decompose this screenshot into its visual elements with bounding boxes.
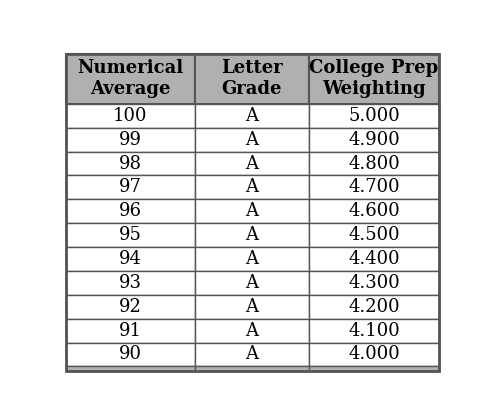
Bar <box>66 342 195 366</box>
Bar <box>66 176 195 199</box>
Text: 4.100: 4.100 <box>348 322 400 339</box>
Bar <box>195 104 309 128</box>
Text: A: A <box>245 131 258 149</box>
Text: A: A <box>245 226 258 244</box>
Text: 4.700: 4.700 <box>348 178 400 196</box>
Text: 98: 98 <box>119 154 142 173</box>
Bar <box>309 295 439 319</box>
Text: 4.000: 4.000 <box>348 345 400 364</box>
Bar <box>66 295 195 319</box>
Text: 4.500: 4.500 <box>348 226 400 244</box>
Text: A: A <box>245 107 258 125</box>
Bar <box>195 366 309 371</box>
Bar <box>309 199 439 223</box>
Text: A: A <box>245 345 258 364</box>
Text: 4.800: 4.800 <box>348 154 400 173</box>
Bar <box>309 319 439 342</box>
Text: 5.000: 5.000 <box>348 107 400 125</box>
Bar <box>66 54 195 104</box>
Text: College Prep
Weighting: College Prep Weighting <box>309 59 439 98</box>
Bar <box>309 54 439 104</box>
Bar <box>66 247 195 271</box>
Text: 95: 95 <box>119 226 142 244</box>
Bar <box>66 223 195 247</box>
Text: A: A <box>245 154 258 173</box>
Bar <box>195 151 309 176</box>
Bar <box>195 319 309 342</box>
Text: 93: 93 <box>119 274 142 292</box>
Bar <box>309 247 439 271</box>
Bar <box>66 151 195 176</box>
Text: 4.400: 4.400 <box>348 250 400 268</box>
Text: 4.300: 4.300 <box>348 274 400 292</box>
Text: 99: 99 <box>119 131 142 149</box>
Text: 91: 91 <box>119 322 142 339</box>
Bar <box>66 271 195 295</box>
Text: A: A <box>245 250 258 268</box>
Text: Letter
Grade: Letter Grade <box>221 59 282 98</box>
Bar <box>195 199 309 223</box>
Text: A: A <box>245 322 258 339</box>
Text: A: A <box>245 298 258 316</box>
Bar <box>66 199 195 223</box>
Bar <box>66 319 195 342</box>
Bar <box>195 128 309 151</box>
Bar <box>309 176 439 199</box>
Bar <box>195 223 309 247</box>
Text: 100: 100 <box>113 107 147 125</box>
Text: 4.200: 4.200 <box>348 298 400 316</box>
Text: 94: 94 <box>119 250 142 268</box>
Bar <box>66 366 195 371</box>
Text: A: A <box>245 178 258 196</box>
Bar <box>195 295 309 319</box>
Bar <box>195 176 309 199</box>
Bar <box>66 104 195 128</box>
Text: 96: 96 <box>119 202 142 220</box>
Text: 90: 90 <box>119 345 142 364</box>
Text: Numerical
Average: Numerical Average <box>77 59 183 98</box>
Text: 92: 92 <box>119 298 142 316</box>
Bar <box>309 366 439 371</box>
Bar <box>195 54 309 104</box>
Bar <box>309 104 439 128</box>
Bar <box>309 151 439 176</box>
Bar <box>195 271 309 295</box>
Text: 4.600: 4.600 <box>348 202 400 220</box>
Text: 4.900: 4.900 <box>348 131 400 149</box>
Bar <box>195 342 309 366</box>
Text: 97: 97 <box>119 178 142 196</box>
Bar <box>309 342 439 366</box>
Text: A: A <box>245 202 258 220</box>
Bar <box>309 128 439 151</box>
Bar <box>309 271 439 295</box>
Bar <box>309 223 439 247</box>
Bar <box>66 128 195 151</box>
Bar <box>195 247 309 271</box>
Text: A: A <box>245 274 258 292</box>
